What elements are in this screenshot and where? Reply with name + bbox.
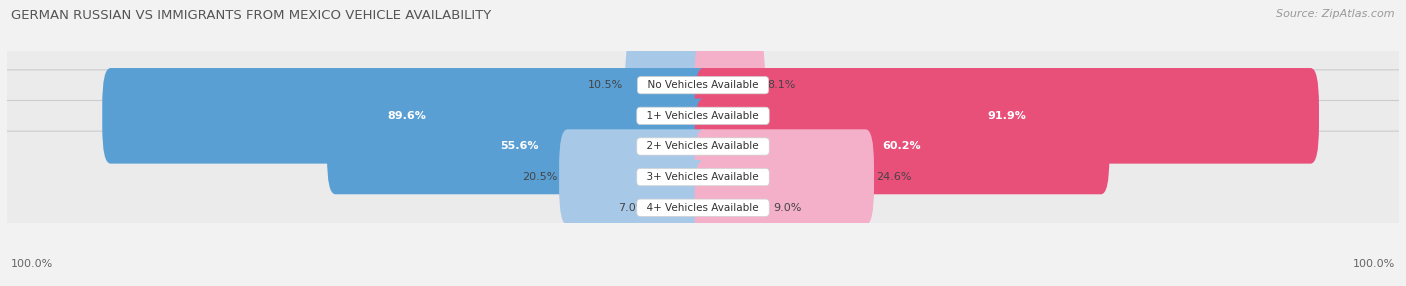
Text: 10.5%: 10.5% [588,80,623,90]
Text: 91.9%: 91.9% [987,111,1026,121]
Text: 4+ Vehicles Available: 4+ Vehicles Available [641,203,765,213]
FancyBboxPatch shape [695,68,1319,164]
Text: 8.1%: 8.1% [768,80,796,90]
Text: 60.2%: 60.2% [883,142,921,152]
FancyBboxPatch shape [0,131,1406,284]
Text: 100.0%: 100.0% [11,259,53,269]
FancyBboxPatch shape [695,99,1109,194]
FancyBboxPatch shape [626,37,711,133]
Text: No Vehicles Available: No Vehicles Available [641,80,765,90]
Text: 7.0%: 7.0% [617,203,647,213]
Text: 89.6%: 89.6% [388,111,426,121]
Legend: German Russian, Immigrants from Mexico: German Russian, Immigrants from Mexico [548,284,858,286]
Text: 1+ Vehicles Available: 1+ Vehicles Available [641,111,765,121]
FancyBboxPatch shape [695,160,770,256]
Text: 3+ Vehicles Available: 3+ Vehicles Available [641,172,765,182]
FancyBboxPatch shape [0,100,1406,254]
Text: Source: ZipAtlas.com: Source: ZipAtlas.com [1277,9,1395,19]
Text: 9.0%: 9.0% [773,203,801,213]
Text: 20.5%: 20.5% [522,172,557,182]
Text: 2+ Vehicles Available: 2+ Vehicles Available [641,142,765,152]
Text: 24.6%: 24.6% [876,172,911,182]
FancyBboxPatch shape [648,160,711,256]
FancyBboxPatch shape [103,68,711,164]
FancyBboxPatch shape [695,129,875,225]
FancyBboxPatch shape [695,37,765,133]
FancyBboxPatch shape [0,39,1406,192]
Text: 55.6%: 55.6% [501,142,538,152]
FancyBboxPatch shape [0,70,1406,223]
Text: 100.0%: 100.0% [1353,259,1395,269]
FancyBboxPatch shape [0,9,1406,162]
Text: GERMAN RUSSIAN VS IMMIGRANTS FROM MEXICO VEHICLE AVAILABILITY: GERMAN RUSSIAN VS IMMIGRANTS FROM MEXICO… [11,9,492,21]
FancyBboxPatch shape [560,129,711,225]
FancyBboxPatch shape [328,99,711,194]
